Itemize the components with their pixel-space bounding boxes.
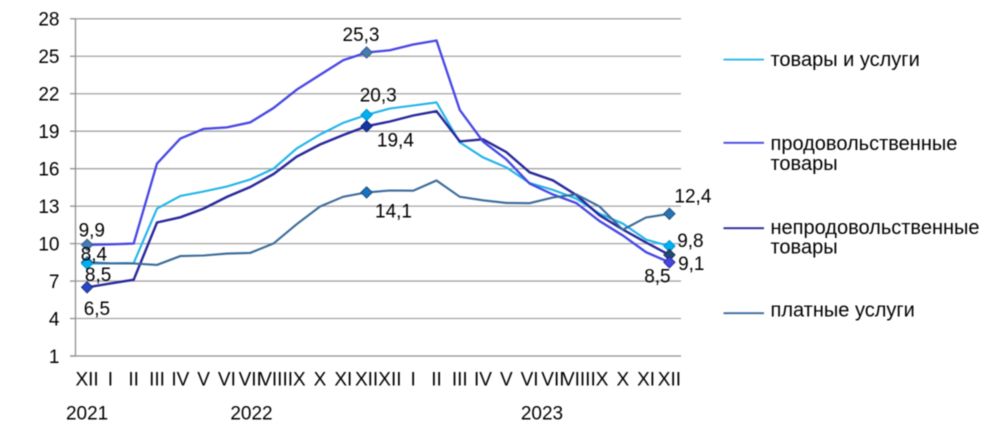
svg-text:9,9: 9,9 [79, 220, 105, 241]
svg-text:платные услуги: платные услуги [771, 300, 915, 322]
svg-text:I: I [108, 370, 113, 391]
svg-text:I: I [411, 370, 416, 391]
svg-text:II: II [431, 370, 442, 391]
svg-text:VII: VII [541, 370, 564, 391]
svg-text:V: V [197, 370, 210, 391]
svg-text:непродовольственные: непродовольственные [771, 217, 980, 239]
svg-text:VI: VI [218, 370, 236, 391]
svg-text:9,1: 9,1 [678, 254, 704, 275]
svg-text:19,4: 19,4 [377, 130, 414, 151]
svg-text:V: V [500, 370, 513, 391]
svg-text:16: 16 [38, 160, 59, 181]
svg-text:XII: XII [355, 370, 378, 391]
svg-text:9,8: 9,8 [677, 231, 703, 252]
svg-text:19: 19 [38, 122, 59, 143]
svg-text:XI: XI [637, 370, 655, 391]
svg-text:2023: 2023 [521, 404, 563, 425]
svg-text:II: II [128, 370, 139, 391]
svg-text:VII: VII [239, 370, 262, 391]
svg-text:IX: IX [288, 370, 306, 391]
svg-text:VI: VI [521, 370, 539, 391]
svg-text:товары и услуги: товары и услуги [771, 49, 920, 71]
svg-text:XII: XII [378, 370, 401, 391]
svg-text:22: 22 [38, 85, 59, 106]
svg-text:20,3: 20,3 [360, 86, 397, 107]
svg-text:XI: XI [334, 370, 352, 391]
svg-text:6,5: 6,5 [84, 299, 110, 320]
svg-text:VIII: VIII [562, 370, 591, 391]
svg-text:8,5: 8,5 [85, 265, 111, 286]
svg-text:III: III [452, 370, 468, 391]
svg-text:X: X [314, 370, 327, 391]
svg-text:2021: 2021 [66, 404, 108, 425]
svg-text:XII: XII [75, 370, 98, 391]
svg-text:10: 10 [38, 235, 59, 256]
svg-text:XII: XII [658, 370, 681, 391]
svg-text:8,4: 8,4 [81, 245, 108, 266]
svg-text:25: 25 [38, 47, 59, 68]
svg-text:III: III [149, 370, 165, 391]
svg-text:IX: IX [591, 370, 609, 391]
svg-text:25,3: 25,3 [343, 25, 380, 46]
svg-text:IV: IV [171, 370, 189, 391]
svg-text:продовольственные: продовольственные [771, 133, 958, 155]
svg-text:IV: IV [474, 370, 492, 391]
svg-text:14,1: 14,1 [375, 202, 412, 223]
svg-text:8,5: 8,5 [644, 267, 670, 288]
svg-text:VIII: VIII [259, 370, 288, 391]
svg-text:12,4: 12,4 [674, 187, 711, 208]
svg-text:товары: товары [771, 237, 838, 259]
svg-text:7: 7 [49, 272, 60, 293]
svg-text:товары: товары [771, 153, 838, 175]
svg-text:1: 1 [49, 347, 60, 368]
svg-text:13: 13 [38, 197, 59, 218]
svg-text:X: X [616, 370, 629, 391]
svg-text:4: 4 [49, 309, 60, 330]
svg-text:2022: 2022 [230, 404, 272, 425]
svg-text:28: 28 [38, 10, 59, 31]
